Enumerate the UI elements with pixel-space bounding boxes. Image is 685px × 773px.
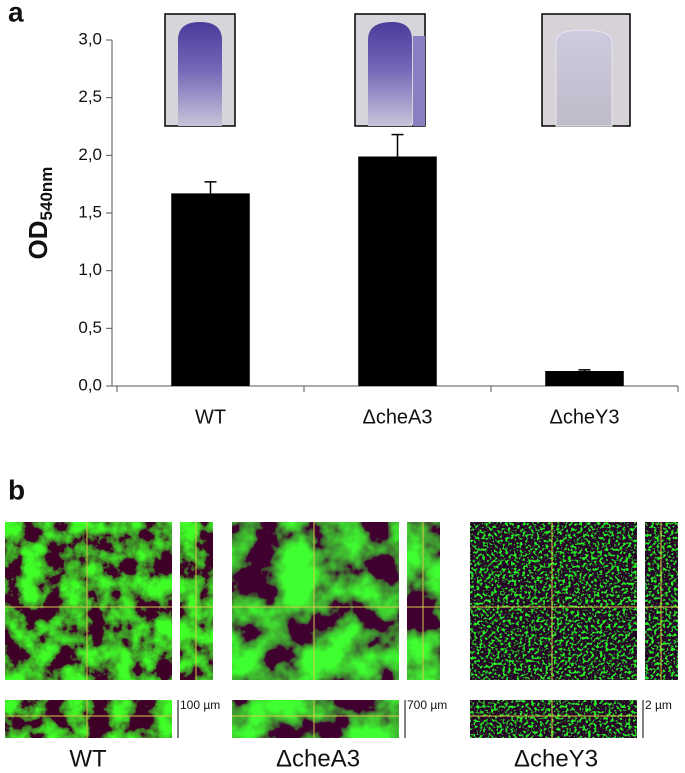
x-tick-label: ΔcheA3: [362, 406, 432, 428]
plot: 0,0 0,5 1,0 1,5 2,0 2,5 3,0 WT ΔcheA3 ΔcheY3: [78, 29, 679, 428]
tube-photos: [164, 13, 631, 127]
x-tick-label: ΔcheY3: [549, 406, 619, 428]
bar: [545, 371, 624, 386]
caption: WT: [69, 745, 107, 772]
y-tick-label: 0,5: [78, 318, 102, 337]
micrograph: [470, 700, 637, 738]
y-tick-label: 1,5: [78, 202, 102, 221]
y-tick-label: 0,0: [78, 375, 102, 394]
micrograph: [5, 700, 172, 738]
scale-label: 2 µm: [645, 698, 672, 712]
scale-label: 700 µm: [407, 698, 447, 712]
y-label: OD: [23, 220, 53, 259]
micrographs: 100 µm WT 700 µm ΔcheA3 2 µm ΔcheY3: [5, 522, 678, 772]
micrograph: [232, 700, 399, 738]
micrograph: [5, 522, 172, 680]
y-tick-label: 1,0: [78, 260, 102, 279]
micrograph: [232, 522, 399, 680]
y-tick-label: 2,0: [78, 145, 102, 164]
bar: [358, 156, 437, 386]
panel-label: b: [8, 474, 25, 505]
y-tick-label: 3,0: [78, 29, 102, 48]
y-tick-label: 2,5: [78, 87, 102, 106]
caption: ΔcheY3: [514, 745, 598, 772]
caption: ΔcheA3: [276, 745, 360, 772]
y-label-subscript: 540nm: [37, 167, 56, 221]
y-axis-title: OD540nm: [23, 167, 57, 260]
panel-label: a: [8, 0, 24, 27]
micrograph: [470, 522, 637, 680]
scale-label: 100 µm: [180, 698, 220, 712]
bar: [171, 193, 250, 386]
x-tick-label: WT: [195, 406, 226, 428]
